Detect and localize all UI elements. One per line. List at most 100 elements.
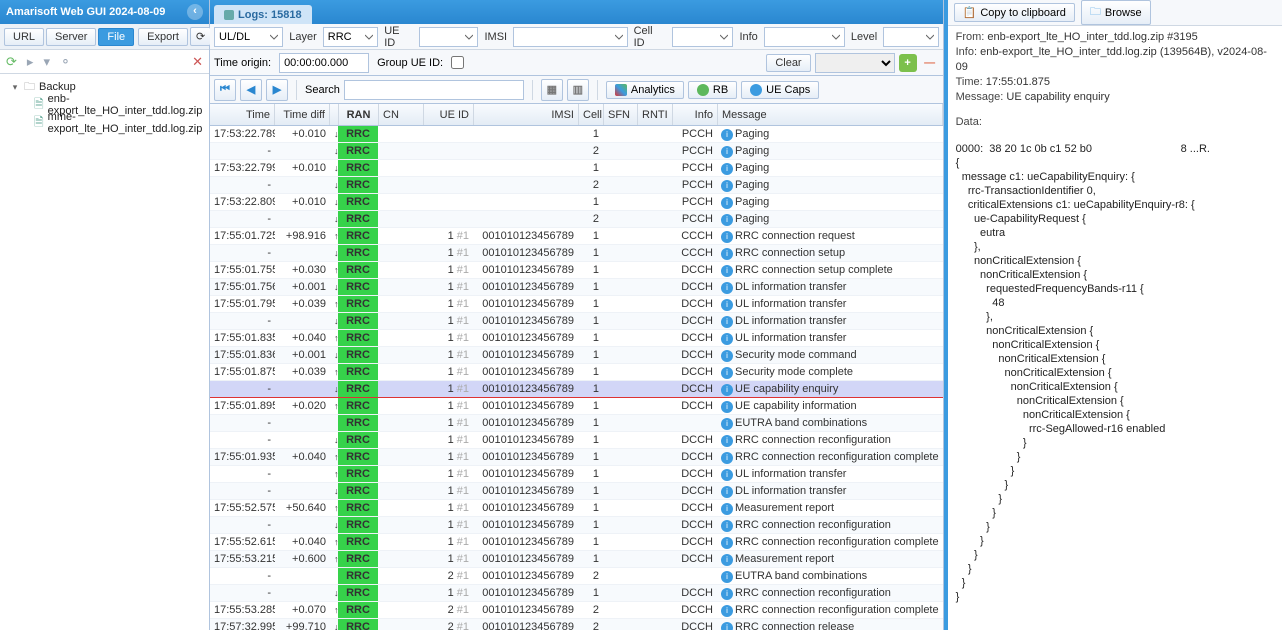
reload-icon[interactable]: ⟳ bbox=[6, 54, 17, 70]
info-icon: i bbox=[721, 622, 733, 630]
table-row[interactable]: -↓RRC1 #10010101234567891CCCHiRRC connec… bbox=[210, 245, 943, 262]
clipboard-icon: 📋 bbox=[963, 6, 977, 19]
info-icon: i bbox=[721, 367, 733, 379]
table-row[interactable]: 17:55:01.795+0.039↑RRC1 #100101012345678… bbox=[210, 296, 943, 313]
table-row[interactable]: -↓RRC1 #10010101234567891DCCHiRRC connec… bbox=[210, 432, 943, 449]
table-row[interactable]: 17:55:01.755+0.030↑RRC1 #100101012345678… bbox=[210, 262, 943, 279]
cellid-select[interactable] bbox=[672, 27, 733, 47]
info-icon: i bbox=[721, 384, 733, 396]
info-icon: i bbox=[721, 180, 733, 192]
table-row[interactable]: -↑RRC1 #10010101234567891DCCHiUL informa… bbox=[210, 466, 943, 483]
browse-button[interactable]: 🗀Browse bbox=[1081, 0, 1151, 25]
table-row[interactable]: -RRC1 #10010101234567891iEUTRA band comb… bbox=[210, 415, 943, 432]
detail-data: 0000: 38 20 1c 0b c1 52 b0 8 ...R. { mes… bbox=[948, 138, 1282, 630]
info-icon: i bbox=[721, 571, 733, 583]
table-row[interactable]: 17:55:53.215+0.600↑RRC1 #100101012345678… bbox=[210, 551, 943, 568]
info-icon: i bbox=[721, 469, 733, 481]
settings-icon[interactable]: ⟳ bbox=[190, 27, 211, 46]
uecaps-button[interactable]: UE Caps bbox=[741, 81, 819, 99]
table-row[interactable]: 17:57:32.995+99.710↓RRC2 #10010101234567… bbox=[210, 619, 943, 630]
uldl-select[interactable]: UL/DL bbox=[214, 27, 283, 47]
table-row[interactable]: 17:53:22.799+0.010↓RRC1PCCHiPaging bbox=[210, 160, 943, 177]
table-row[interactable]: 17:55:01.935+0.040↑RRC1 #100101012345678… bbox=[210, 449, 943, 466]
info-icon: i bbox=[721, 146, 733, 158]
collapse-left-icon[interactable]: ‹ bbox=[187, 4, 203, 20]
info-icon: i bbox=[721, 231, 733, 243]
col-config2-icon[interactable]: ▥ bbox=[567, 79, 589, 101]
analytics-button[interactable]: Analytics bbox=[606, 81, 684, 99]
file-button[interactable]: File bbox=[98, 28, 134, 46]
info-icon: i bbox=[721, 214, 733, 226]
info-icon: i bbox=[721, 248, 733, 260]
tree-file-mme[interactable]: 🗎 mme-export_lte_HO_inter_tdd.log.zip ✓ bbox=[34, 114, 207, 132]
table-row[interactable]: -↓RRC2PCCHiPaging bbox=[210, 211, 943, 228]
table-row[interactable]: 17:53:22.789+0.010↓RRC1PCCHiPaging bbox=[210, 126, 943, 143]
server-button[interactable]: Server bbox=[46, 28, 96, 46]
table-row[interactable]: 17:55:01.725+98.916↑RRC1 #10010101234567… bbox=[210, 228, 943, 245]
table-row[interactable]: 17:55:01.836+0.001↓RRC1 #100101012345678… bbox=[210, 347, 943, 364]
detail-meta: From: enb-export_lte_HO_inter_tdd.log.zi… bbox=[948, 26, 1282, 138]
folder-icon: 🗀 bbox=[1090, 3, 1101, 22]
table-row[interactable]: -↓RRC1 #10010101234567891DCCHiDL informa… bbox=[210, 483, 943, 500]
table-row[interactable]: -↓RRC1 #10010101234567891DCCHiDL informa… bbox=[210, 313, 943, 330]
remove-filter-icon[interactable]: — bbox=[921, 54, 939, 72]
group-ueid-checkbox[interactable] bbox=[451, 56, 464, 69]
clear-select[interactable] bbox=[815, 53, 895, 73]
info-icon: i bbox=[721, 588, 733, 600]
collapse-icon[interactable]: ▾ bbox=[43, 54, 50, 70]
info-icon: i bbox=[721, 129, 733, 141]
info-icon: i bbox=[721, 350, 733, 362]
table-row[interactable]: -↓RRC2PCCHiPaging bbox=[210, 143, 943, 160]
info-icon: i bbox=[721, 537, 733, 549]
table-row[interactable]: 17:55:01.835+0.040↑RRC1 #100101012345678… bbox=[210, 330, 943, 347]
url-button[interactable]: URL bbox=[4, 28, 44, 46]
table-row[interactable]: 17:55:52.575+50.640↑RRC1 #10010101234567… bbox=[210, 500, 943, 517]
table-row[interactable]: 17:55:01.895+0.020↑RRC1 #100101012345678… bbox=[210, 398, 943, 415]
table-row[interactable]: 17:55:52.615+0.040↑RRC1 #100101012345678… bbox=[210, 534, 943, 551]
imsi-select[interactable] bbox=[513, 27, 628, 47]
table-row[interactable]: -↓RRC1 #10010101234567891DCCHiUE capabil… bbox=[210, 381, 943, 398]
copy-clipboard-button[interactable]: 📋Copy to clipboard bbox=[954, 3, 1075, 22]
search-input[interactable] bbox=[344, 80, 524, 100]
close-icon[interactable]: ✕ bbox=[192, 54, 203, 70]
rb-button[interactable]: RB bbox=[688, 81, 737, 99]
grid-header: TimeTime diff RANCN UE IDIMSI CellSFN RN… bbox=[210, 104, 943, 126]
info-icon: i bbox=[721, 163, 733, 175]
table-row[interactable]: 17:55:53.285+0.070↑RRC2 #100101012345678… bbox=[210, 602, 943, 619]
info-icon: i bbox=[721, 282, 733, 294]
nav-next-icon[interactable]: ▶ bbox=[266, 79, 288, 101]
info-icon: i bbox=[721, 605, 733, 617]
time-origin-input[interactable] bbox=[279, 53, 369, 73]
level-select[interactable] bbox=[883, 27, 938, 47]
ueid-select[interactable] bbox=[419, 27, 478, 47]
table-row[interactable]: -↓RRC1 #10010101234567891DCCHiRRC connec… bbox=[210, 517, 943, 534]
file-tree: ▾🗀 Backup 🗎 enb-export_lte_HO_inter_tdd.… bbox=[0, 74, 209, 614]
export-button[interactable]: Export bbox=[138, 28, 188, 46]
table-row[interactable]: 17:53:22.809+0.010↓RRC1PCCHiPaging bbox=[210, 194, 943, 211]
info-select[interactable] bbox=[764, 27, 845, 47]
table-row[interactable]: -RRC2 #10010101234567892iEUTRA band comb… bbox=[210, 568, 943, 585]
add-filter-icon[interactable]: + bbox=[899, 54, 917, 72]
info-icon: i bbox=[721, 520, 733, 532]
table-row[interactable]: 17:55:01.875+0.039↑RRC1 #100101012345678… bbox=[210, 364, 943, 381]
info-icon: i bbox=[721, 316, 733, 328]
grid-body[interactable]: 17:53:22.789+0.010↓RRC1PCCHiPaging-↓RRC2… bbox=[210, 126, 943, 630]
info-icon: i bbox=[721, 503, 733, 515]
table-row[interactable]: 17:55:01.756+0.001↓RRC1 #100101012345678… bbox=[210, 279, 943, 296]
col-config-icon[interactable]: ▦ bbox=[541, 79, 563, 101]
info-icon: i bbox=[721, 435, 733, 447]
table-row[interactable]: -↓RRC2PCCHiPaging bbox=[210, 177, 943, 194]
filter-icon[interactable]: ⚬ bbox=[60, 54, 71, 70]
info-icon: i bbox=[721, 333, 733, 345]
nav-first-icon[interactable]: ⏮ bbox=[214, 79, 236, 101]
expand-icon[interactable]: ▸ bbox=[27, 54, 34, 70]
clear-button[interactable]: Clear bbox=[766, 54, 810, 72]
table-row[interactable]: -↓RRC1 #10010101234567891DCCHiRRC connec… bbox=[210, 585, 943, 602]
info-icon: i bbox=[721, 452, 733, 464]
layer-select[interactable]: RRC bbox=[323, 27, 378, 47]
info-icon: i bbox=[721, 197, 733, 209]
info-icon: i bbox=[721, 299, 733, 311]
nav-prev-icon[interactable]: ◀ bbox=[240, 79, 262, 101]
tab-logs[interactable]: Logs: 15818 bbox=[214, 5, 312, 24]
file-icon: 🗎 bbox=[34, 113, 44, 134]
